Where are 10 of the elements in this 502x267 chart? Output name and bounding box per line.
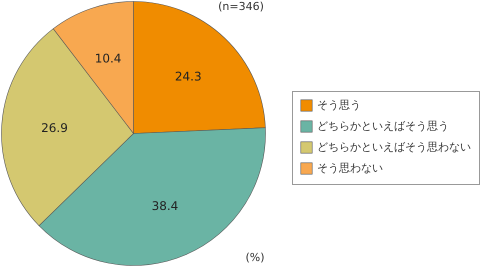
- data-label: 10.4: [94, 51, 122, 66]
- text: (n=346): [218, 0, 264, 13]
- data-label: 38.4: [152, 199, 178, 214]
- text: (%): [245, 251, 265, 264]
- legend-label: どちらかといえばそう思わない: [317, 140, 471, 154]
- legend-label: どちらかといえばそう思う: [317, 120, 449, 132]
- data-label: 26.9: [41, 120, 68, 135]
- legend-label: そう思わない: [317, 162, 383, 174]
- legend-label: そう思う: [317, 98, 361, 112]
- data-label: 24.3: [174, 69, 202, 84]
